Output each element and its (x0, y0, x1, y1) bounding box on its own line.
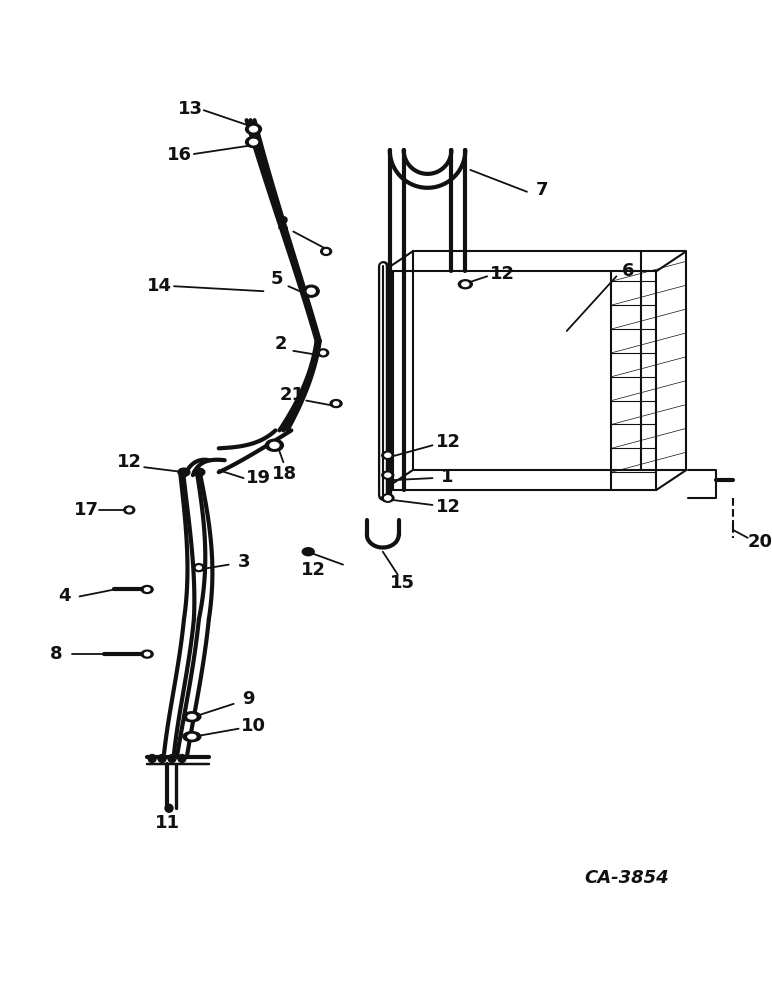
Ellipse shape (384, 496, 391, 500)
Ellipse shape (148, 755, 156, 762)
Text: 3: 3 (237, 553, 250, 571)
Ellipse shape (141, 650, 153, 658)
Ellipse shape (303, 285, 319, 297)
Ellipse shape (188, 715, 196, 719)
Text: 7: 7 (536, 181, 548, 199)
Ellipse shape (144, 588, 150, 591)
Ellipse shape (249, 126, 258, 132)
Ellipse shape (249, 139, 258, 145)
Ellipse shape (270, 442, 279, 448)
Text: 2: 2 (274, 335, 286, 353)
Ellipse shape (382, 494, 394, 502)
Text: 12: 12 (436, 433, 461, 451)
Text: 6: 6 (622, 262, 635, 280)
Ellipse shape (320, 351, 326, 355)
Ellipse shape (196, 566, 201, 569)
Text: 1: 1 (441, 468, 454, 486)
Ellipse shape (245, 124, 262, 135)
Text: 19: 19 (246, 469, 271, 487)
Text: CA-3854: CA-3854 (584, 869, 669, 887)
Text: 15: 15 (390, 574, 415, 592)
Text: 12: 12 (117, 453, 142, 471)
Ellipse shape (158, 755, 166, 762)
Ellipse shape (323, 250, 329, 253)
Ellipse shape (459, 280, 472, 289)
Ellipse shape (384, 453, 391, 457)
Ellipse shape (334, 402, 339, 405)
Ellipse shape (382, 451, 394, 459)
Ellipse shape (124, 506, 135, 514)
Ellipse shape (165, 804, 173, 812)
Text: 9: 9 (242, 690, 255, 708)
Text: 10: 10 (241, 717, 266, 735)
Ellipse shape (183, 712, 201, 722)
Text: 12: 12 (436, 498, 461, 516)
Ellipse shape (141, 586, 153, 593)
Ellipse shape (178, 755, 186, 762)
Ellipse shape (303, 548, 314, 556)
Ellipse shape (384, 473, 391, 477)
Ellipse shape (266, 439, 283, 451)
Ellipse shape (193, 468, 205, 476)
Ellipse shape (183, 732, 201, 742)
Ellipse shape (384, 496, 391, 500)
Text: 17: 17 (74, 501, 99, 519)
Text: 16: 16 (167, 146, 191, 164)
Text: 20: 20 (747, 533, 772, 551)
Ellipse shape (320, 247, 332, 255)
Text: 11: 11 (154, 814, 180, 832)
Ellipse shape (188, 734, 196, 739)
Text: 12: 12 (489, 265, 515, 283)
Ellipse shape (307, 288, 315, 294)
Ellipse shape (178, 468, 190, 476)
Ellipse shape (382, 494, 394, 502)
Text: 5: 5 (270, 270, 283, 288)
Ellipse shape (144, 652, 150, 656)
Text: 4: 4 (59, 587, 71, 605)
Ellipse shape (317, 349, 329, 357)
Ellipse shape (462, 282, 469, 286)
Ellipse shape (127, 508, 132, 512)
Ellipse shape (245, 137, 262, 148)
Text: 8: 8 (50, 645, 63, 663)
Text: 14: 14 (147, 277, 171, 295)
Ellipse shape (330, 400, 342, 408)
Text: 2: 2 (277, 215, 290, 233)
Ellipse shape (382, 471, 394, 479)
Text: 21: 21 (279, 386, 305, 404)
Text: 18: 18 (272, 465, 297, 483)
Text: 13: 13 (178, 100, 203, 118)
Ellipse shape (194, 564, 205, 572)
Text: 12: 12 (301, 561, 326, 579)
Ellipse shape (168, 755, 176, 762)
